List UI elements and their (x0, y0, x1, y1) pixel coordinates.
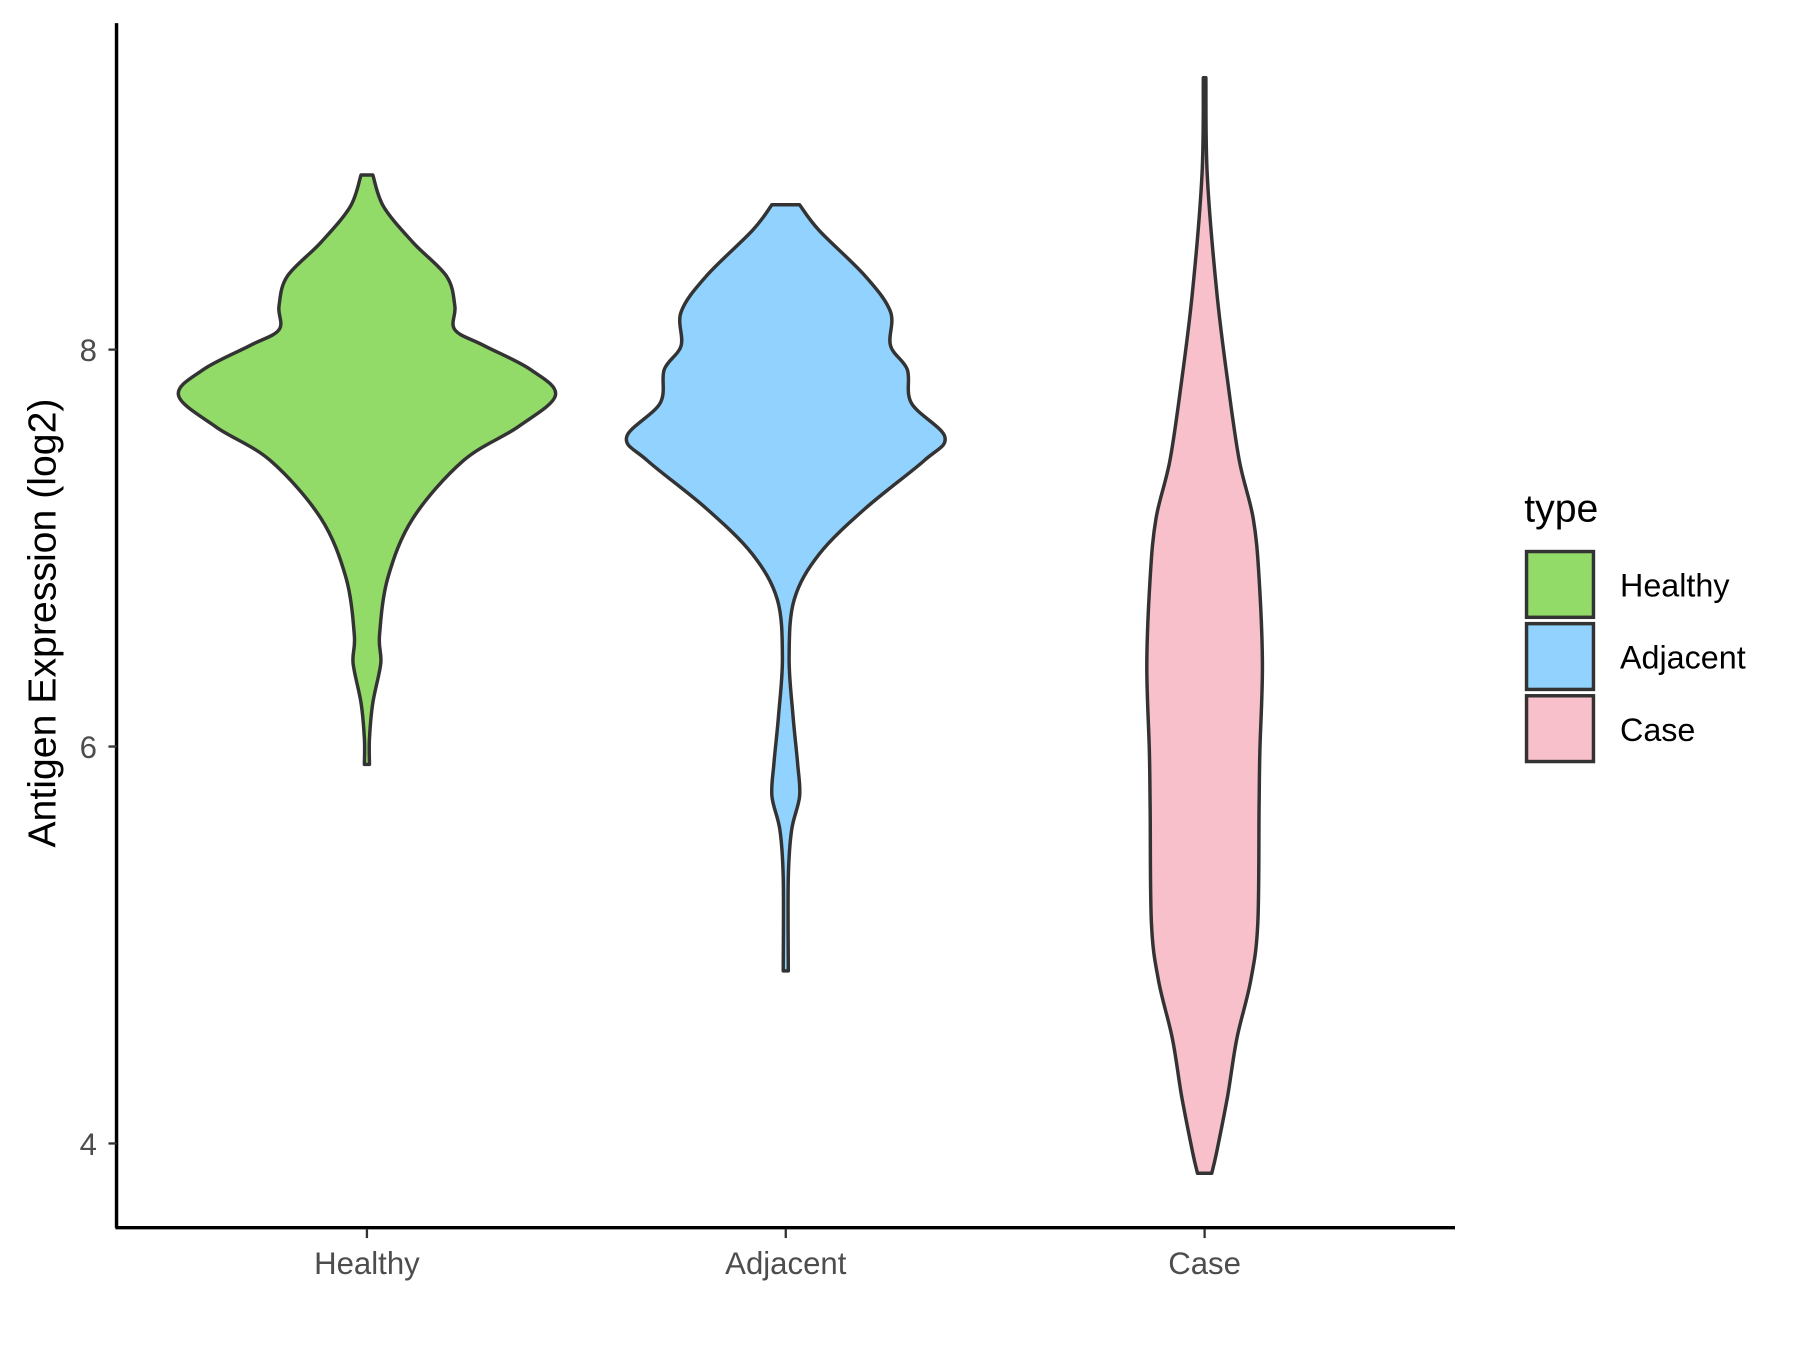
y-ticks: 4 6 8 (80, 333, 117, 1162)
legend-label: Case (1620, 712, 1695, 748)
y-axis-label: Antigen Expression (log2) (20, 399, 64, 848)
legend-label: Healthy (1620, 568, 1730, 604)
legend-swatch-healthy (1524, 549, 1596, 620)
legend: type Healthy Adjacent Case (1524, 487, 1746, 764)
violin-adjacent (624, 202, 947, 973)
x-ticks: Healthy Adjacent Case (314, 1228, 1241, 1281)
y-tick-label: 8 (80, 333, 97, 368)
violin-case (1145, 75, 1265, 1175)
y-tick-label: 4 (80, 1127, 97, 1162)
legend-title: type (1524, 487, 1598, 531)
x-tick-label: Healthy (314, 1246, 420, 1281)
y-tick-label: 6 (80, 730, 97, 765)
x-tick-label: Adjacent (725, 1246, 847, 1281)
x-tick-label: Case (1168, 1246, 1241, 1281)
violin-healthy (176, 173, 558, 767)
legend-swatch-case (1524, 694, 1596, 764)
legend-label: Adjacent (1620, 640, 1746, 676)
violins (176, 75, 1265, 1175)
legend-swatch-adjacent (1524, 621, 1596, 692)
